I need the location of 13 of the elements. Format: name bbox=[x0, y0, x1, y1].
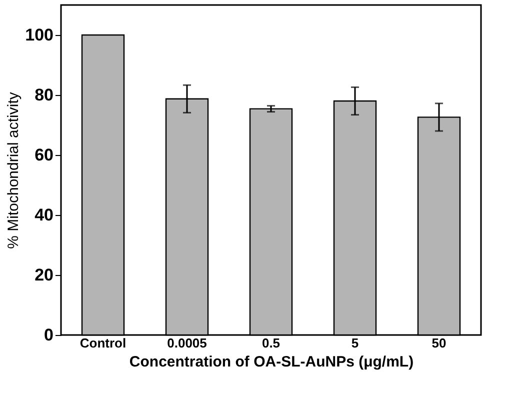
x-axis-title: Concentration of OA-SL-AuNPs (μg/mL) bbox=[129, 354, 414, 370]
x-tick-label: 0.0005 bbox=[167, 336, 207, 350]
y-tick-label: 100 bbox=[25, 26, 54, 44]
x-tick-label: Control bbox=[80, 336, 126, 350]
y-tick-label: 20 bbox=[34, 266, 54, 284]
y-tick-label: 80 bbox=[34, 86, 54, 104]
y-tick-label: 0 bbox=[44, 326, 54, 344]
y-tick-label: 40 bbox=[34, 206, 54, 224]
y-tick-label: 60 bbox=[34, 146, 54, 164]
x-tick-label: 5 bbox=[351, 336, 359, 350]
x-tick-label: 50 bbox=[432, 336, 446, 350]
y-axis-title: % Mitochondrial activity bbox=[5, 92, 22, 249]
x-tick-label: 0.5 bbox=[262, 336, 280, 350]
